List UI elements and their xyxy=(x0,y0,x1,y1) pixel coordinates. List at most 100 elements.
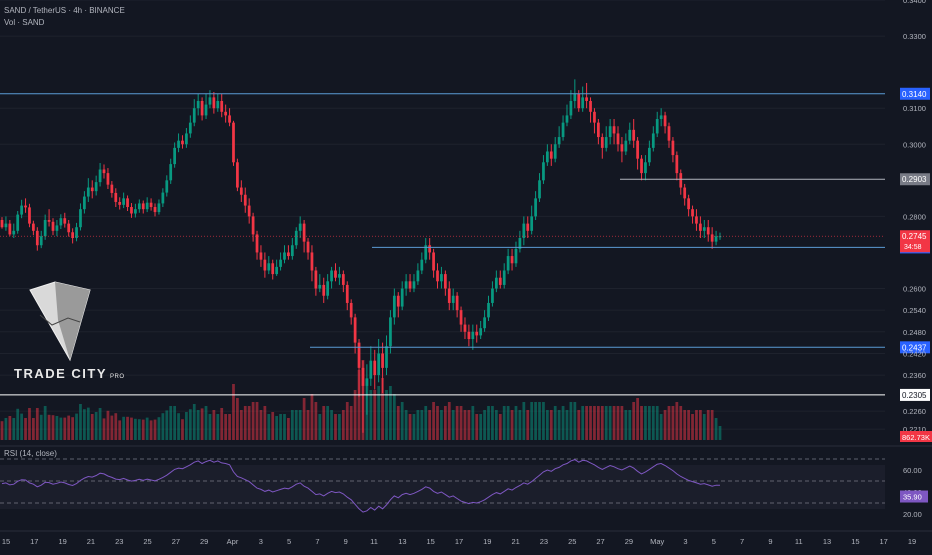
volume-bar xyxy=(518,410,522,440)
candle-body xyxy=(267,263,271,271)
volume-bar xyxy=(35,408,39,440)
volume-bar xyxy=(385,390,388,440)
volume-bar xyxy=(526,410,530,440)
volume-bar xyxy=(149,420,153,440)
candle-body xyxy=(283,252,286,260)
candle-body xyxy=(102,169,106,174)
price-tick: 0.3300 xyxy=(903,32,926,41)
candle-body xyxy=(353,317,357,343)
time-tick: 17 xyxy=(30,537,38,546)
volume-bar xyxy=(271,412,275,440)
volume-bar xyxy=(428,410,432,440)
volume-bar xyxy=(326,406,330,440)
candle-body xyxy=(522,223,526,239)
candle-body xyxy=(177,140,180,148)
volume-bar xyxy=(224,414,228,440)
volume-bar xyxy=(106,410,110,440)
volume-bar xyxy=(392,394,396,440)
candle-body xyxy=(90,187,94,192)
candle-body xyxy=(287,252,290,257)
candle-body xyxy=(659,115,663,120)
volume-bar xyxy=(63,417,67,440)
candle-body xyxy=(663,115,667,127)
time-tick: 5 xyxy=(712,537,716,546)
volume-bar xyxy=(141,419,145,440)
price-tick: 0.3000 xyxy=(903,140,926,149)
volume-bar xyxy=(185,412,188,440)
volume-bar xyxy=(161,413,165,440)
time-axis[interactable]: 15 17 19 21 23 25 27 29 Apr 3 5 7 9 11 13 15 17 19 21 23 25 2… xyxy=(0,530,932,546)
volume-bar xyxy=(648,406,651,440)
time-tick: 19 xyxy=(908,537,916,546)
volume-bar xyxy=(83,409,86,440)
candle-body xyxy=(620,144,624,152)
candle-body xyxy=(232,122,235,163)
time-tick: 11 xyxy=(370,537,378,546)
volume-bar xyxy=(702,414,706,440)
candle-body xyxy=(420,259,424,271)
volume-bar xyxy=(432,402,435,440)
candle-body xyxy=(565,115,569,123)
candle-body xyxy=(644,162,647,174)
candle-body xyxy=(137,203,141,210)
volume-bar xyxy=(671,406,675,440)
candle-body xyxy=(173,147,177,165)
candle-body xyxy=(208,97,212,105)
price-tick: 0.2420 xyxy=(903,349,926,358)
candle-body xyxy=(259,252,263,260)
candle-body xyxy=(314,270,318,289)
volume-bar xyxy=(404,410,408,440)
time-tick: 15 xyxy=(851,537,859,546)
candle-body xyxy=(216,100,220,109)
time-tick: 3 xyxy=(259,537,263,546)
volume-bar xyxy=(314,402,318,440)
candle-body xyxy=(549,151,553,159)
level-label: 0.2903 xyxy=(902,175,927,184)
candle-body xyxy=(510,256,514,264)
volume-bar xyxy=(624,410,628,440)
last-price-label-bg xyxy=(900,230,930,253)
price-levels[interactable]: 0.31400.29030.27140.24370.23050.274534:5… xyxy=(0,87,930,401)
candle-body xyxy=(330,270,333,282)
volume-bar xyxy=(294,410,298,440)
volume-bar xyxy=(534,402,537,440)
candle-body xyxy=(47,220,51,222)
volume-bar xyxy=(12,418,16,440)
volume-bar xyxy=(310,394,314,440)
level-label-bg xyxy=(900,341,930,354)
candle-body xyxy=(655,119,659,134)
volume-bar xyxy=(130,417,133,440)
volume-bar xyxy=(538,402,541,440)
price-axis[interactable]: 0.3400 0.3300 0.3100 0.3000 0.2800 0.2600 0.25… xyxy=(900,0,932,442)
candle-body xyxy=(400,288,404,307)
candle-body xyxy=(32,223,35,231)
volume-bar xyxy=(279,414,282,440)
candle-body xyxy=(110,184,114,193)
volume-bar xyxy=(86,407,90,440)
time-tick: 7 xyxy=(315,537,319,546)
volume-bar xyxy=(192,404,196,440)
candle-body xyxy=(679,173,683,188)
candle-body xyxy=(59,218,63,226)
volume-bar xyxy=(243,406,247,440)
candle-body xyxy=(479,328,483,336)
time-tick: May xyxy=(650,537,664,546)
candle-body xyxy=(385,346,388,368)
candle-body xyxy=(169,164,173,181)
candle-body xyxy=(118,201,122,205)
volume-bar xyxy=(20,413,23,440)
candle-body xyxy=(581,97,585,109)
volume-bar xyxy=(110,415,114,440)
volume-bar xyxy=(204,406,208,440)
candle-body xyxy=(243,194,247,206)
volume-bar xyxy=(436,406,439,440)
time-tick: 5 xyxy=(287,537,291,546)
volume-bar xyxy=(695,410,698,440)
volume-bar xyxy=(153,419,157,440)
volume-bar xyxy=(4,418,8,440)
volume-bar xyxy=(424,406,428,440)
time-tick: 15 xyxy=(2,537,10,546)
